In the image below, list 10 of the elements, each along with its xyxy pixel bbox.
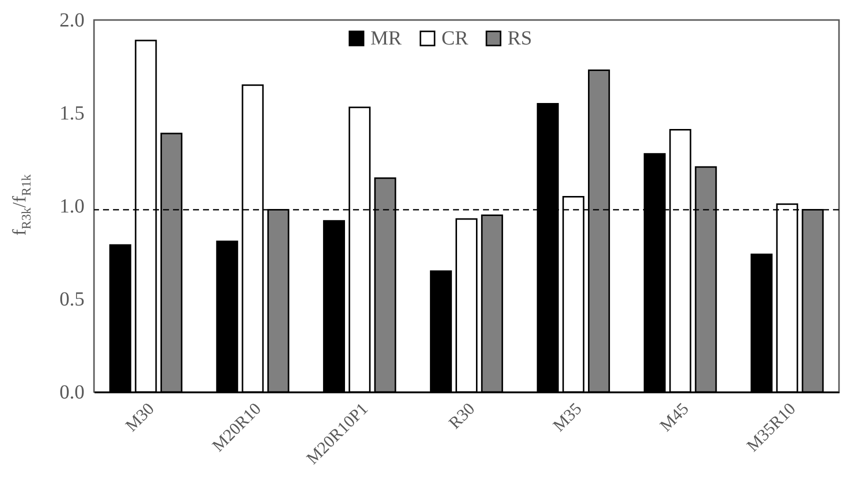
legend-label: CR: [442, 27, 469, 50]
legend-label: RS: [508, 27, 532, 50]
legend-label: MR: [370, 27, 402, 50]
y-tick-label: 1.5: [60, 102, 84, 124]
x-tick-label: M30: [122, 399, 158, 436]
x-tick-label: R30: [445, 399, 479, 433]
y-tick-label: 0.5: [60, 288, 84, 310]
y-tick-label: 2.0: [60, 10, 84, 32]
y-tick-label: 0.0: [60, 382, 84, 404]
y-tick-label: 1.0: [60, 196, 84, 218]
